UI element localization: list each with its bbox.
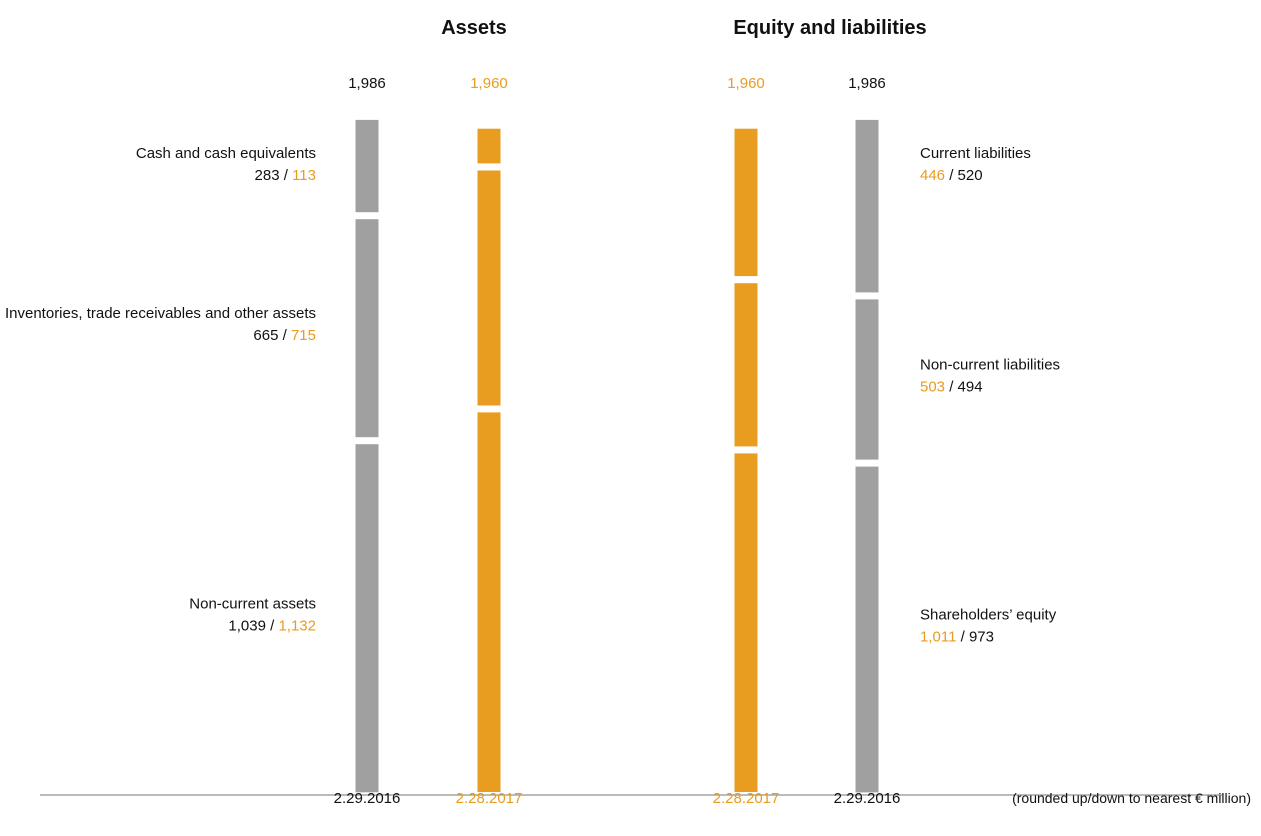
assets-date-previous: 2.29.2016: [334, 790, 401, 807]
assets-bar-current-non-current-assets: [477, 412, 501, 792]
value-separator: /: [280, 167, 293, 184]
equity-and-liabilities-date-previous: 2.29.2016: [834, 790, 901, 807]
value-previous: 520: [958, 167, 983, 184]
value-separator: /: [945, 379, 958, 396]
assets-label-cash-and-cash-equivalents: Cash and cash equivalents: [136, 145, 316, 162]
value-previous: 973: [969, 629, 994, 646]
value-previous: 283: [255, 167, 280, 184]
value-previous: 665: [253, 327, 278, 344]
value-current: 503: [920, 379, 945, 396]
assets-bar-current-inventories-trade-receivables-and-other-assets: [477, 170, 501, 406]
assets-bar-previous-cash-and-cash-equivalents: [355, 119, 379, 213]
assets-date-current: 2.28.2017: [456, 790, 523, 807]
equity-and-liabilities-bar-current-non-current-liabilities: [734, 283, 758, 447]
equity-and-liabilities-total-current: 1,960: [727, 75, 765, 92]
value-current: 113: [292, 167, 316, 184]
equity-and-liabilities-values-shareholders-equity: 1,011 / 973: [920, 629, 994, 646]
equity-and-liabilities-total-previous: 1,986: [848, 75, 886, 92]
assets-bar-current-cash-and-cash-equivalents: [477, 128, 501, 164]
assets-bar-previous-inventories-trade-receivables-and-other-assets: [355, 219, 379, 438]
equity-and-liabilities-bar-current-shareholders-equity: [734, 453, 758, 792]
value-current: 1,011: [920, 629, 956, 646]
equity-and-liabilities-values-non-current-liabilities: 503 / 494: [920, 379, 983, 396]
assets-title: Assets: [441, 17, 507, 39]
value-separator: /: [956, 629, 969, 646]
assets-label-non-current-assets: Non-current assets: [189, 596, 316, 613]
assets-label-inventories-trade-receivables-and-other-assets: Inventories, trade receivables and other…: [5, 305, 316, 322]
equity-and-liabilities-bar-previous-non-current-liabilities: [855, 299, 879, 460]
equity-and-liabilities-bar-previous-current-liabilities: [855, 119, 879, 293]
equity-and-liabilities-label-non-current-liabilities: Non-current liabilities: [920, 357, 1060, 374]
value-current: 446: [920, 167, 945, 184]
value-separator: /: [945, 167, 958, 184]
value-previous: 494: [958, 379, 983, 396]
assets-values-cash-and-cash-equivalents: 283 / 113: [255, 167, 316, 184]
equity-and-liabilities-date-current: 2.28.2017: [713, 790, 780, 807]
equity-and-liabilities-label-shareholders-equity: Shareholders’ equity: [920, 607, 1057, 624]
equity-liabilities-title: Equity and liabilities: [733, 17, 926, 39]
equity-and-liabilities-bar-previous-shareholders-equity: [855, 466, 879, 793]
value-separator: /: [278, 327, 291, 344]
equity-and-liabilities-label-current-liabilities: Current liabilities: [920, 145, 1031, 162]
assets-total-previous: 1,986: [348, 75, 386, 92]
assets-values-inventories-trade-receivables-and-other-assets: 665 / 715: [253, 327, 316, 344]
equity-and-liabilities-bar-current-current-liabilities: [734, 128, 758, 277]
equity-and-liabilities-values-current-liabilities: 446 / 520: [920, 167, 983, 184]
value-current: 1,132: [278, 618, 316, 635]
value-previous: 1,039: [228, 618, 266, 635]
value-current: 715: [291, 327, 316, 344]
assets-total-current: 1,960: [470, 75, 508, 92]
rounding-note: (rounded up/down to nearest € million): [1012, 790, 1251, 806]
assets-bar-previous-non-current-assets: [355, 444, 379, 793]
assets-values-non-current-assets: 1,039 / 1,132: [228, 618, 316, 635]
value-separator: /: [266, 618, 279, 635]
